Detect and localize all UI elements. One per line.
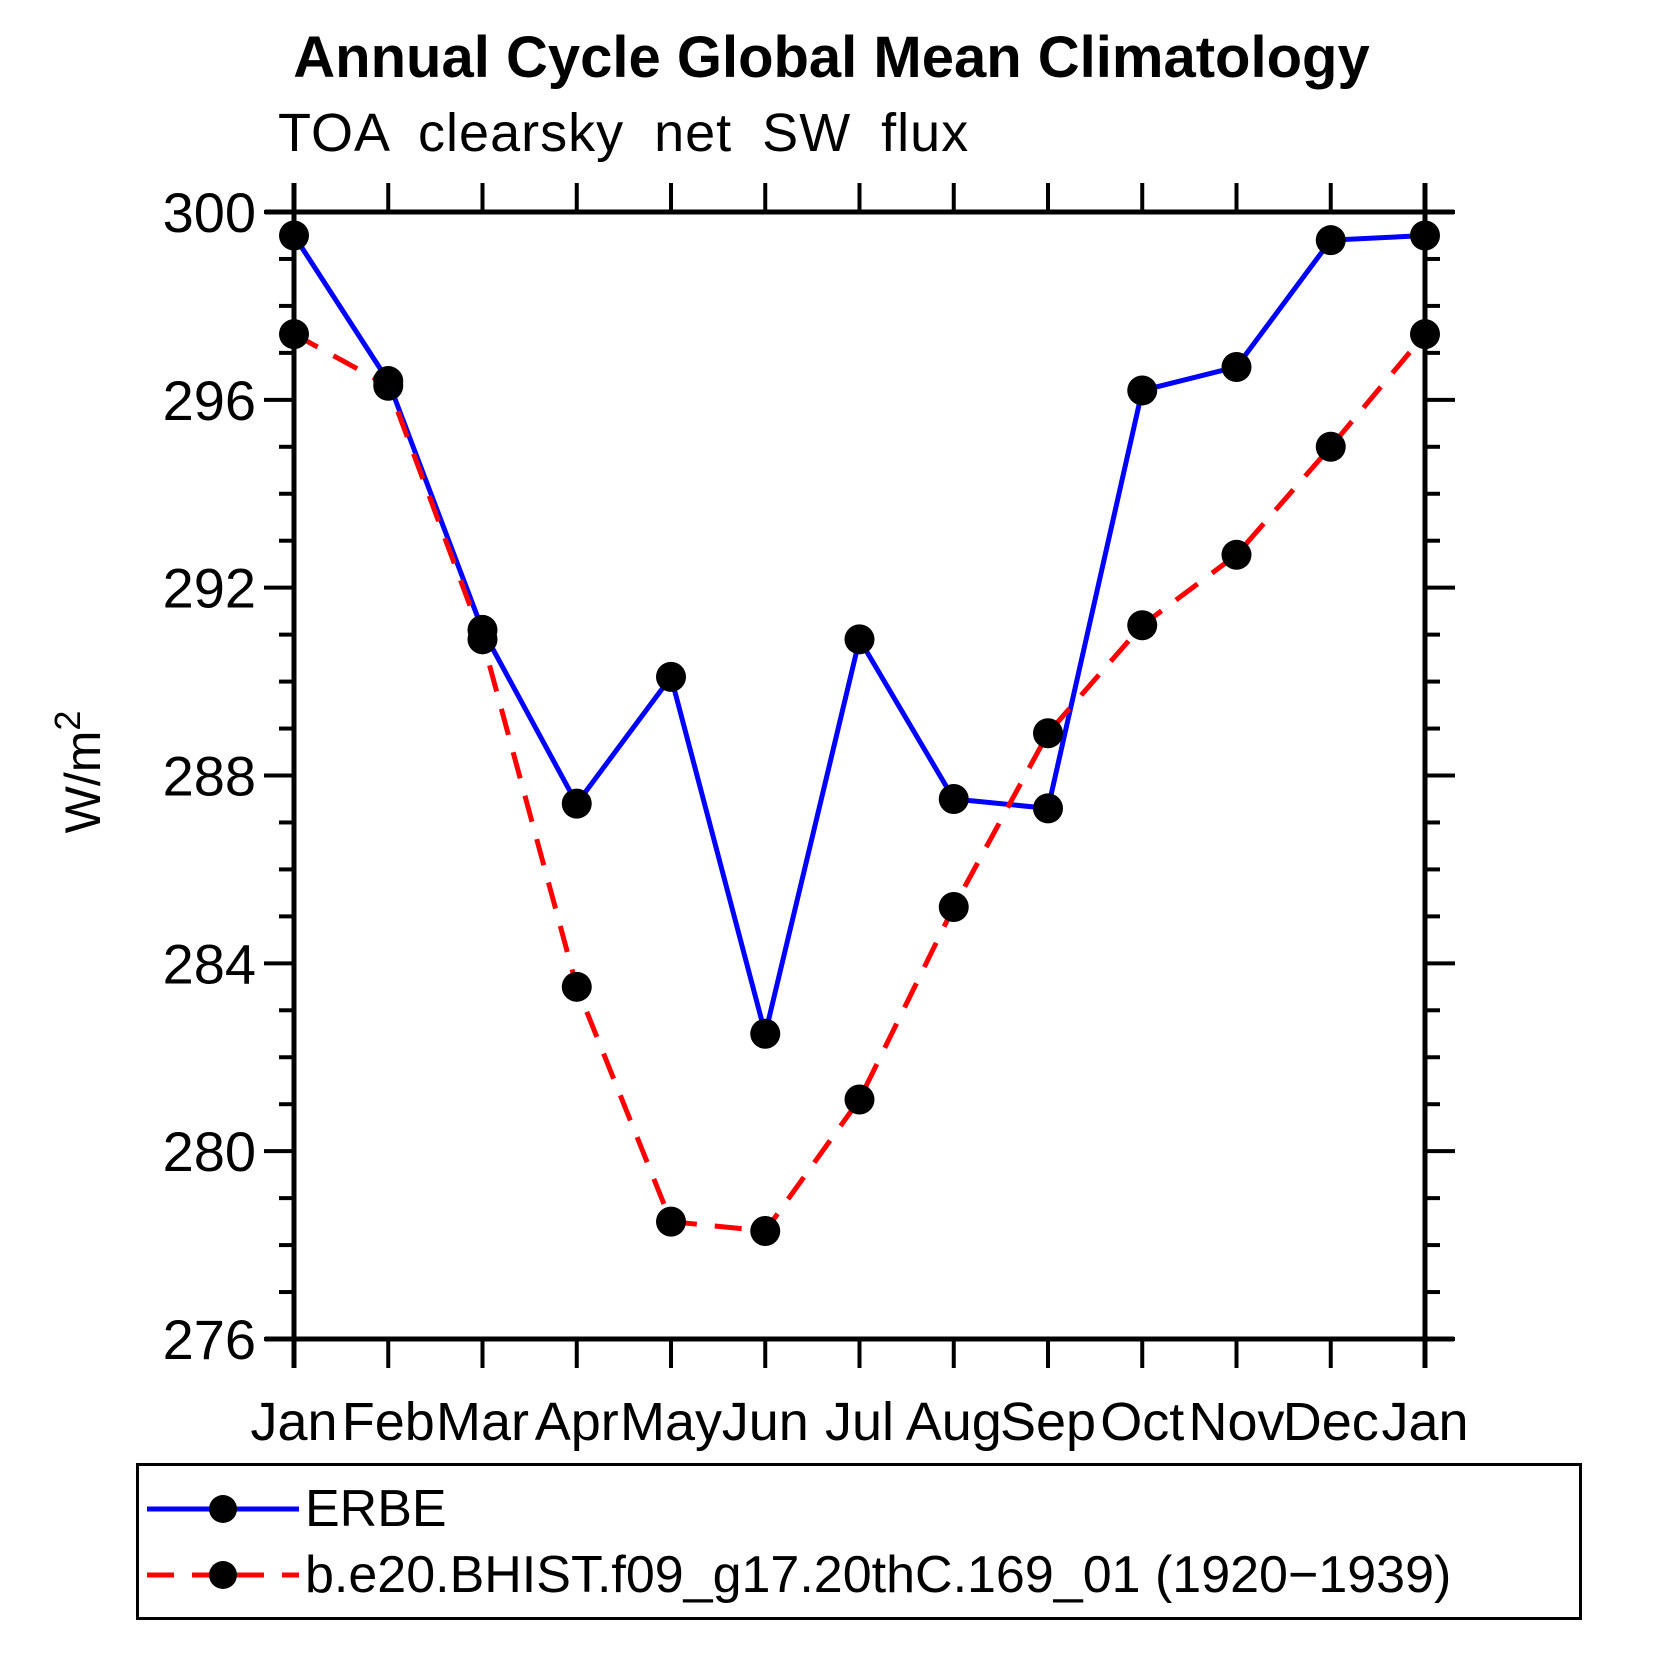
y-axis-title: W/m2 [47, 711, 111, 834]
legend-label-model: b.e20.BHIST.f09_g17.20thC.169_01 (1920−1… [305, 1545, 1452, 1604]
data-point-marker-0 [938, 783, 969, 814]
x-tick-label: May [620, 1392, 722, 1452]
data-point-marker-0 [656, 661, 686, 692]
legend-row-erbe: ERBE [143, 1476, 1579, 1542]
x-tick-label: Nov [1188, 1392, 1284, 1452]
x-tick-label: Jun [722, 1392, 809, 1452]
legend: ERBE b.e20.BHIST.f09_g17.20thC.169_01 (1… [136, 1463, 1582, 1620]
x-tick-label: Dec [1283, 1392, 1379, 1452]
data-point-marker-1 [1221, 539, 1252, 570]
data-point-marker-1 [467, 624, 498, 655]
x-tick-label: Jan [1381, 1392, 1468, 1452]
data-point-marker-1 [279, 319, 309, 350]
y-tick-label: 296 [163, 369, 256, 432]
data-point-marker-0 [1127, 375, 1158, 406]
y-tick-label: 284 [163, 932, 256, 995]
data-point-marker-1 [1033, 718, 1063, 749]
x-tick-label: Feb [342, 1392, 435, 1452]
legend-line-sample-erbe [147, 1494, 299, 1523]
legend-label-erbe: ERBE [305, 1479, 447, 1538]
y-tick-label: 276 [163, 1308, 256, 1371]
data-point-marker-1 [750, 1215, 781, 1246]
data-point-marker-0 [1033, 793, 1063, 824]
chart-title: Annual Cycle Global Mean Climatology [293, 25, 1370, 90]
data-point-marker-0 [1315, 225, 1346, 256]
x-tick-label: Mar [436, 1392, 529, 1452]
data-point-marker-1 [1127, 610, 1158, 641]
data-point-marker-0 [1221, 351, 1252, 382]
x-tick-label: Apr [535, 1392, 619, 1452]
data-point-marker-1 [656, 1206, 686, 1237]
data-point-marker-0 [279, 220, 309, 251]
data-point-marker-1 [1410, 319, 1440, 350]
y-tick-label: 300 [163, 181, 256, 244]
data-point-marker-1 [1315, 431, 1346, 462]
data-point-marker-1 [561, 971, 592, 1002]
data-point-marker-0 [844, 624, 875, 655]
x-tick-label: Jul [825, 1392, 894, 1452]
legend-sample-marker [209, 1560, 237, 1589]
legend-line-sample-model [147, 1560, 299, 1589]
data-point-marker-0 [1410, 220, 1440, 251]
chart-subtitle: TOA clearsky net SW flux [278, 103, 970, 163]
legend-row-model: b.e20.BHIST.f09_g17.20thC.169_01 (1920−1… [143, 1542, 1579, 1608]
x-tick-label: Jan [250, 1392, 337, 1452]
data-point-marker-1 [844, 1084, 875, 1115]
x-tick-label: Sep [1000, 1392, 1096, 1452]
data-point-marker-1 [373, 370, 404, 401]
x-tick-label: Aug [906, 1392, 1002, 1452]
data-point-marker-0 [561, 788, 592, 819]
x-tick-label: Oct [1100, 1392, 1184, 1452]
y-tick-label: 280 [163, 1120, 256, 1183]
y-tick-label: 292 [163, 557, 256, 620]
data-point-marker-1 [938, 891, 969, 922]
legend-sample-marker [209, 1494, 237, 1523]
data-point-marker-0 [750, 1018, 781, 1049]
y-tick-label: 288 [163, 745, 256, 808]
